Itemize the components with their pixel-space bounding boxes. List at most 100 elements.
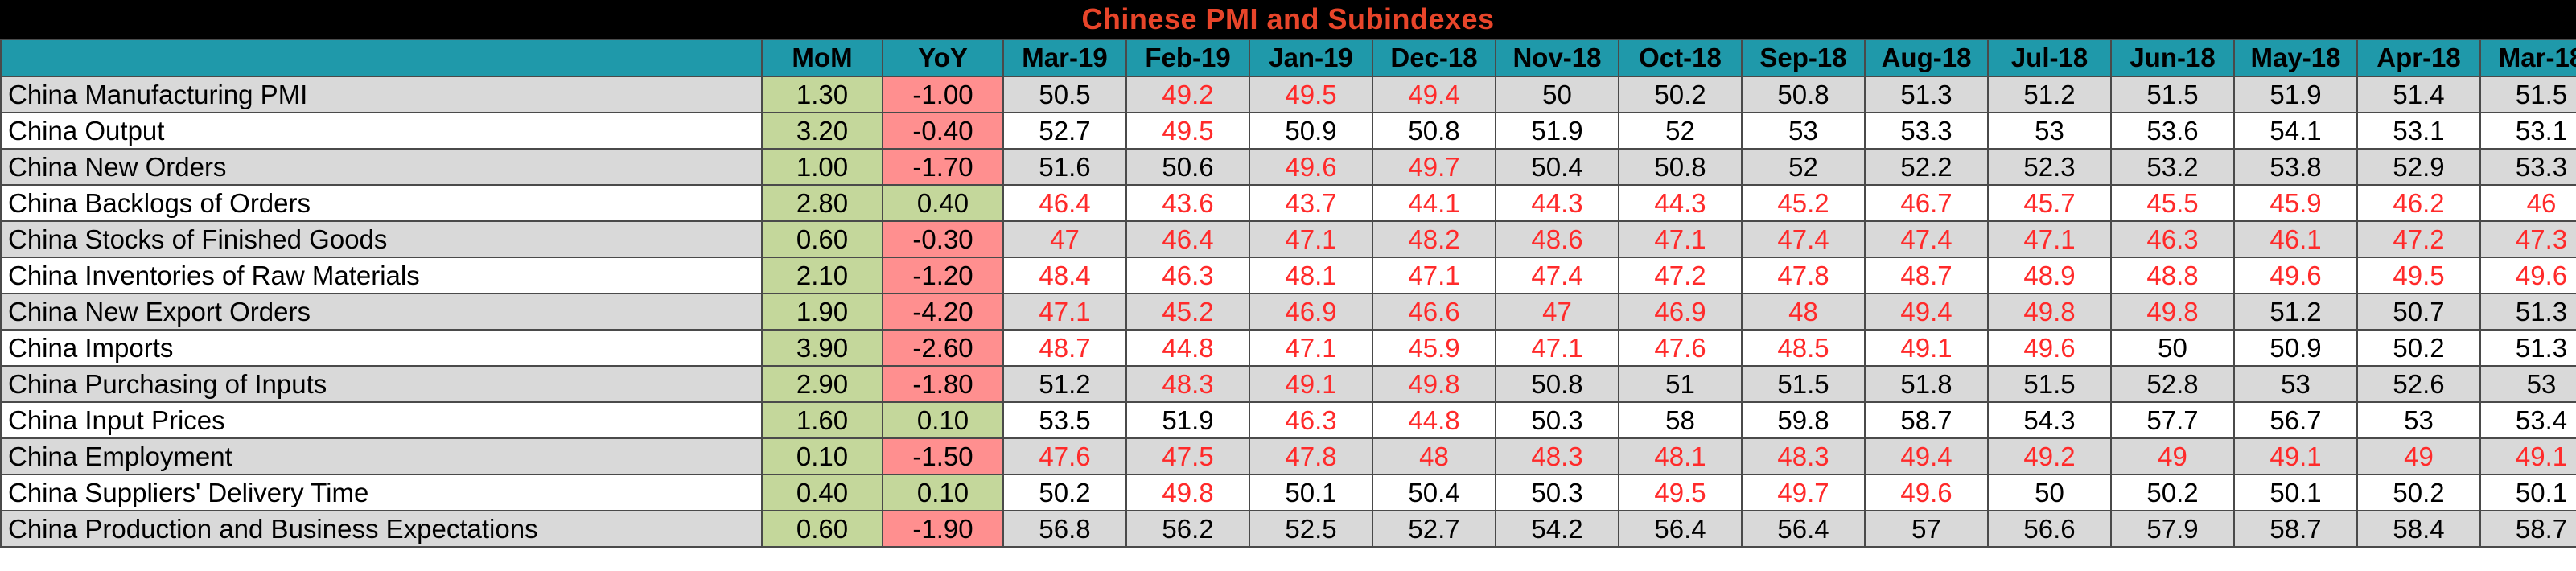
table-row: China Imports 3.90 -2.60 48.7 44.8 47.1 45.9 47…: [0, 329, 2576, 367]
value-cell: 49.6: [1864, 474, 1989, 511]
column-header: Oct-18: [1618, 39, 1743, 77]
value-cell: 48.5: [1741, 329, 1866, 367]
column-header: Jan-19: [1249, 39, 1373, 77]
value-cell: 49.4: [1864, 437, 1989, 475]
value-cell: 49.8: [2110, 293, 2235, 331]
value-cell: 47.1: [1249, 329, 1373, 367]
value-cell: 51.3: [2479, 329, 2576, 367]
value-cell: 51.5: [2479, 76, 2576, 113]
value-cell: 49.1: [1864, 329, 1989, 367]
value-cell: 49.5: [1618, 474, 1743, 511]
value-cell: 50.8: [1618, 148, 1743, 186]
value-cell: 49.4: [1864, 293, 1989, 331]
value-cell: 53.2: [2110, 148, 2235, 186]
value-cell: 47.1: [1249, 220, 1373, 258]
value-cell: 51.9: [2233, 76, 2358, 113]
value-cell: 46.9: [1249, 293, 1373, 331]
value-cell: 47.8: [1249, 437, 1373, 475]
value-cell: 49.2: [1125, 76, 1250, 113]
column-header: Mar-18: [2479, 39, 2576, 77]
value-cell: 47.6: [1618, 329, 1743, 367]
value-cell: 51.2: [2233, 293, 2358, 331]
header-label-column: [0, 39, 763, 77]
value-cell: 58.7: [1864, 401, 1989, 439]
value-cell: 51.2: [1987, 76, 2112, 113]
value-cell: 48.7: [1002, 329, 1127, 367]
value-cell: 45.5: [2110, 184, 2235, 222]
value-cell: 54.1: [2233, 112, 2358, 150]
table-body: China Manufacturing PMI 1.30 -1.00 50.5 49.2…: [0, 76, 2576, 548]
value-cell: 56.8: [1002, 510, 1127, 548]
value-cell: 59.8: [1741, 401, 1866, 439]
value-cell: 50.5: [1002, 76, 1127, 113]
value-cell: 48.2: [1372, 220, 1496, 258]
column-header: Feb-19: [1125, 39, 1250, 77]
value-cell: 56.6: [1987, 510, 2112, 548]
column-header: MoM: [761, 39, 883, 77]
value-cell: 48: [1741, 293, 1866, 331]
column-header: Apr-18: [2356, 39, 2481, 77]
value-cell: 43.7: [1249, 184, 1373, 222]
value-cell: 51.5: [1741, 365, 1866, 403]
value-cell: 50.6: [1125, 148, 1250, 186]
value-cell: 47.6: [1002, 437, 1127, 475]
value-cell: 58.7: [2233, 510, 2358, 548]
value-cell: 51.5: [1987, 365, 2112, 403]
value-cell: 50.1: [2479, 474, 2576, 511]
pmi-table: MoM YoY Mar-19 Feb-19 Jan-19 Dec-18 Nov-18 Oct-…: [0, 39, 2576, 548]
value-cell: 50.1: [2233, 474, 2358, 511]
value-cell: 53: [1987, 112, 2112, 150]
value-cell: 47.4: [1864, 220, 1989, 258]
value-cell: 50.2: [1002, 474, 1127, 511]
value-cell: 52: [1618, 112, 1743, 150]
value-cell: 57.7: [2110, 401, 2235, 439]
value-cell: 46: [2479, 184, 2576, 222]
row-label: China New Export Orders: [0, 293, 763, 331]
value-cell: 56.4: [1618, 510, 1743, 548]
value-cell: 51.3: [1864, 76, 1989, 113]
row-label: China Stocks of Finished Goods: [0, 220, 763, 258]
value-cell: 52.2: [1864, 148, 1989, 186]
value-cell: 48.4: [1002, 257, 1127, 294]
value-cell: 47.1: [1002, 293, 1127, 331]
value-cell: 49.1: [2233, 437, 2358, 475]
value-cell: 53.1: [2479, 112, 2576, 150]
value-cell: 49: [2110, 437, 2235, 475]
value-cell: 47.2: [2356, 220, 2481, 258]
value-cell: 52.3: [1987, 148, 2112, 186]
value-cell: 49.5: [1125, 112, 1250, 150]
value-cell: 50.4: [1372, 474, 1496, 511]
value-cell: 52.7: [1372, 510, 1496, 548]
value-cell: 48.6: [1495, 220, 1619, 258]
yoy-cell: 0.10: [882, 474, 1004, 511]
value-cell: 46.7: [1864, 184, 1989, 222]
value-cell: 44.3: [1618, 184, 1743, 222]
value-cell: 53.6: [2110, 112, 2235, 150]
row-label: China Output: [0, 112, 763, 150]
value-cell: 46.4: [1002, 184, 1127, 222]
value-cell: 50.4: [1495, 148, 1619, 186]
value-cell: 53.4: [2479, 401, 2576, 439]
value-cell: 57: [1864, 510, 1989, 548]
mom-cell: 3.90: [761, 329, 883, 367]
value-cell: 45.2: [1741, 184, 1866, 222]
value-cell: 56.7: [2233, 401, 2358, 439]
value-cell: 51.8: [1864, 365, 1989, 403]
yoy-cell: -1.80: [882, 365, 1004, 403]
value-cell: 50.8: [1372, 112, 1496, 150]
value-cell: 48.7: [1864, 257, 1989, 294]
table-header: MoM YoY Mar-19 Feb-19 Jan-19 Dec-18 Nov-18 Oct-…: [0, 39, 2576, 77]
value-cell: 51: [1618, 365, 1743, 403]
value-cell: 52.6: [2356, 365, 2481, 403]
value-cell: 53.8: [2233, 148, 2358, 186]
value-cell: 47.8: [1741, 257, 1866, 294]
value-cell: 47.4: [1495, 257, 1619, 294]
value-cell: 49.7: [1741, 474, 1866, 511]
value-cell: 45.9: [2233, 184, 2358, 222]
value-cell: 50.8: [1741, 76, 1866, 113]
value-cell: 52.8: [2110, 365, 2235, 403]
value-cell: 50.2: [2356, 474, 2481, 511]
yoy-cell: -1.90: [882, 510, 1004, 548]
value-cell: 50.3: [1495, 474, 1619, 511]
value-cell: 44.1: [1372, 184, 1496, 222]
